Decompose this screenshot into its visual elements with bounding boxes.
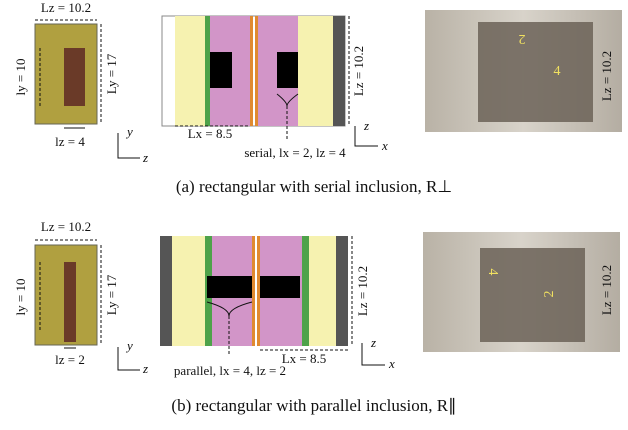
label: 2: [542, 291, 557, 298]
label: 4: [554, 64, 561, 79]
label: Lz = 10.2: [599, 51, 614, 101]
layer: [298, 16, 333, 126]
layer: [172, 236, 205, 346]
layer: [255, 16, 258, 126]
axis-label: z: [142, 150, 148, 165]
layer: [277, 52, 298, 88]
caption: (a) rectangular with serial inclusion, R…: [176, 177, 452, 196]
axis-label: y: [125, 124, 133, 139]
label: Lx = 8.5: [188, 126, 233, 141]
axis-label: x: [388, 356, 395, 371]
axis-label: z: [363, 118, 369, 133]
layer: [252, 236, 255, 346]
layer: [478, 22, 593, 122]
label: 4: [485, 269, 500, 276]
layer: [64, 262, 76, 342]
schematic: Lz = 10.2 ly = 10 Ly = 17 lz = 2 y z: [13, 219, 148, 376]
layer: [480, 248, 585, 342]
layer: [333, 16, 345, 126]
axis-label: x: [381, 138, 388, 153]
cross-section: Lx = 8.5 Lz = 10.2 serial, lx = 2, lz = …: [162, 16, 388, 160]
layer: [257, 236, 260, 346]
label: lz = 2: [55, 352, 85, 367]
label: Ly = 17: [104, 53, 119, 94]
label: Lz = 10.2: [351, 46, 366, 96]
axis-label: z: [370, 335, 376, 350]
layer: [260, 276, 300, 298]
photo: 2 4 Lz = 10.2: [425, 10, 622, 132]
layer: [336, 236, 348, 346]
layer: [309, 236, 336, 346]
layer: [302, 236, 309, 346]
label: Lz = 10.2: [41, 219, 91, 234]
layer: [205, 16, 210, 126]
label: Lz = 10.2: [599, 265, 614, 315]
inclusion: [64, 48, 85, 106]
label: 2: [519, 31, 526, 46]
photo: 4 2 Lz = 10.2: [423, 232, 620, 352]
label: ly = 10: [13, 279, 28, 316]
layer: [207, 276, 252, 298]
layer: [250, 16, 253, 126]
label: Lz = 10.2: [41, 0, 91, 15]
axis-label: z: [142, 361, 148, 376]
caption: (b) rectangular with parallel inclusion,…: [171, 396, 456, 415]
layer: [175, 16, 205, 126]
layer: [210, 52, 232, 88]
panel-a: Lz = 10.2 ly = 10 Ly = 17 lz = 4 y z: [13, 0, 622, 196]
figure: Lz = 10.2 ly = 10 Ly = 17 lz = 4 y z: [0, 0, 628, 430]
cross-section: Lx = 8.5 Lz = 10.2 parallel, lx = 4, lz …: [160, 236, 395, 378]
label: lz = 4: [55, 134, 85, 149]
axis-label: y: [125, 338, 133, 353]
panel-b: Lz = 10.2 ly = 10 Ly = 17 lz = 2 y z: [13, 219, 620, 415]
label: Ly = 17: [104, 274, 119, 315]
label: parallel, lx = 4, lz = 2: [174, 363, 286, 378]
label: Lx = 8.5: [282, 351, 327, 366]
label: Lz = 10.2: [355, 266, 370, 316]
label: serial, lx = 2, lz = 4: [244, 145, 346, 160]
layer: [160, 236, 172, 346]
label: ly = 10: [13, 59, 28, 96]
schematic: Lz = 10.2 ly = 10 Ly = 17 lz = 4 y z: [13, 0, 148, 165]
